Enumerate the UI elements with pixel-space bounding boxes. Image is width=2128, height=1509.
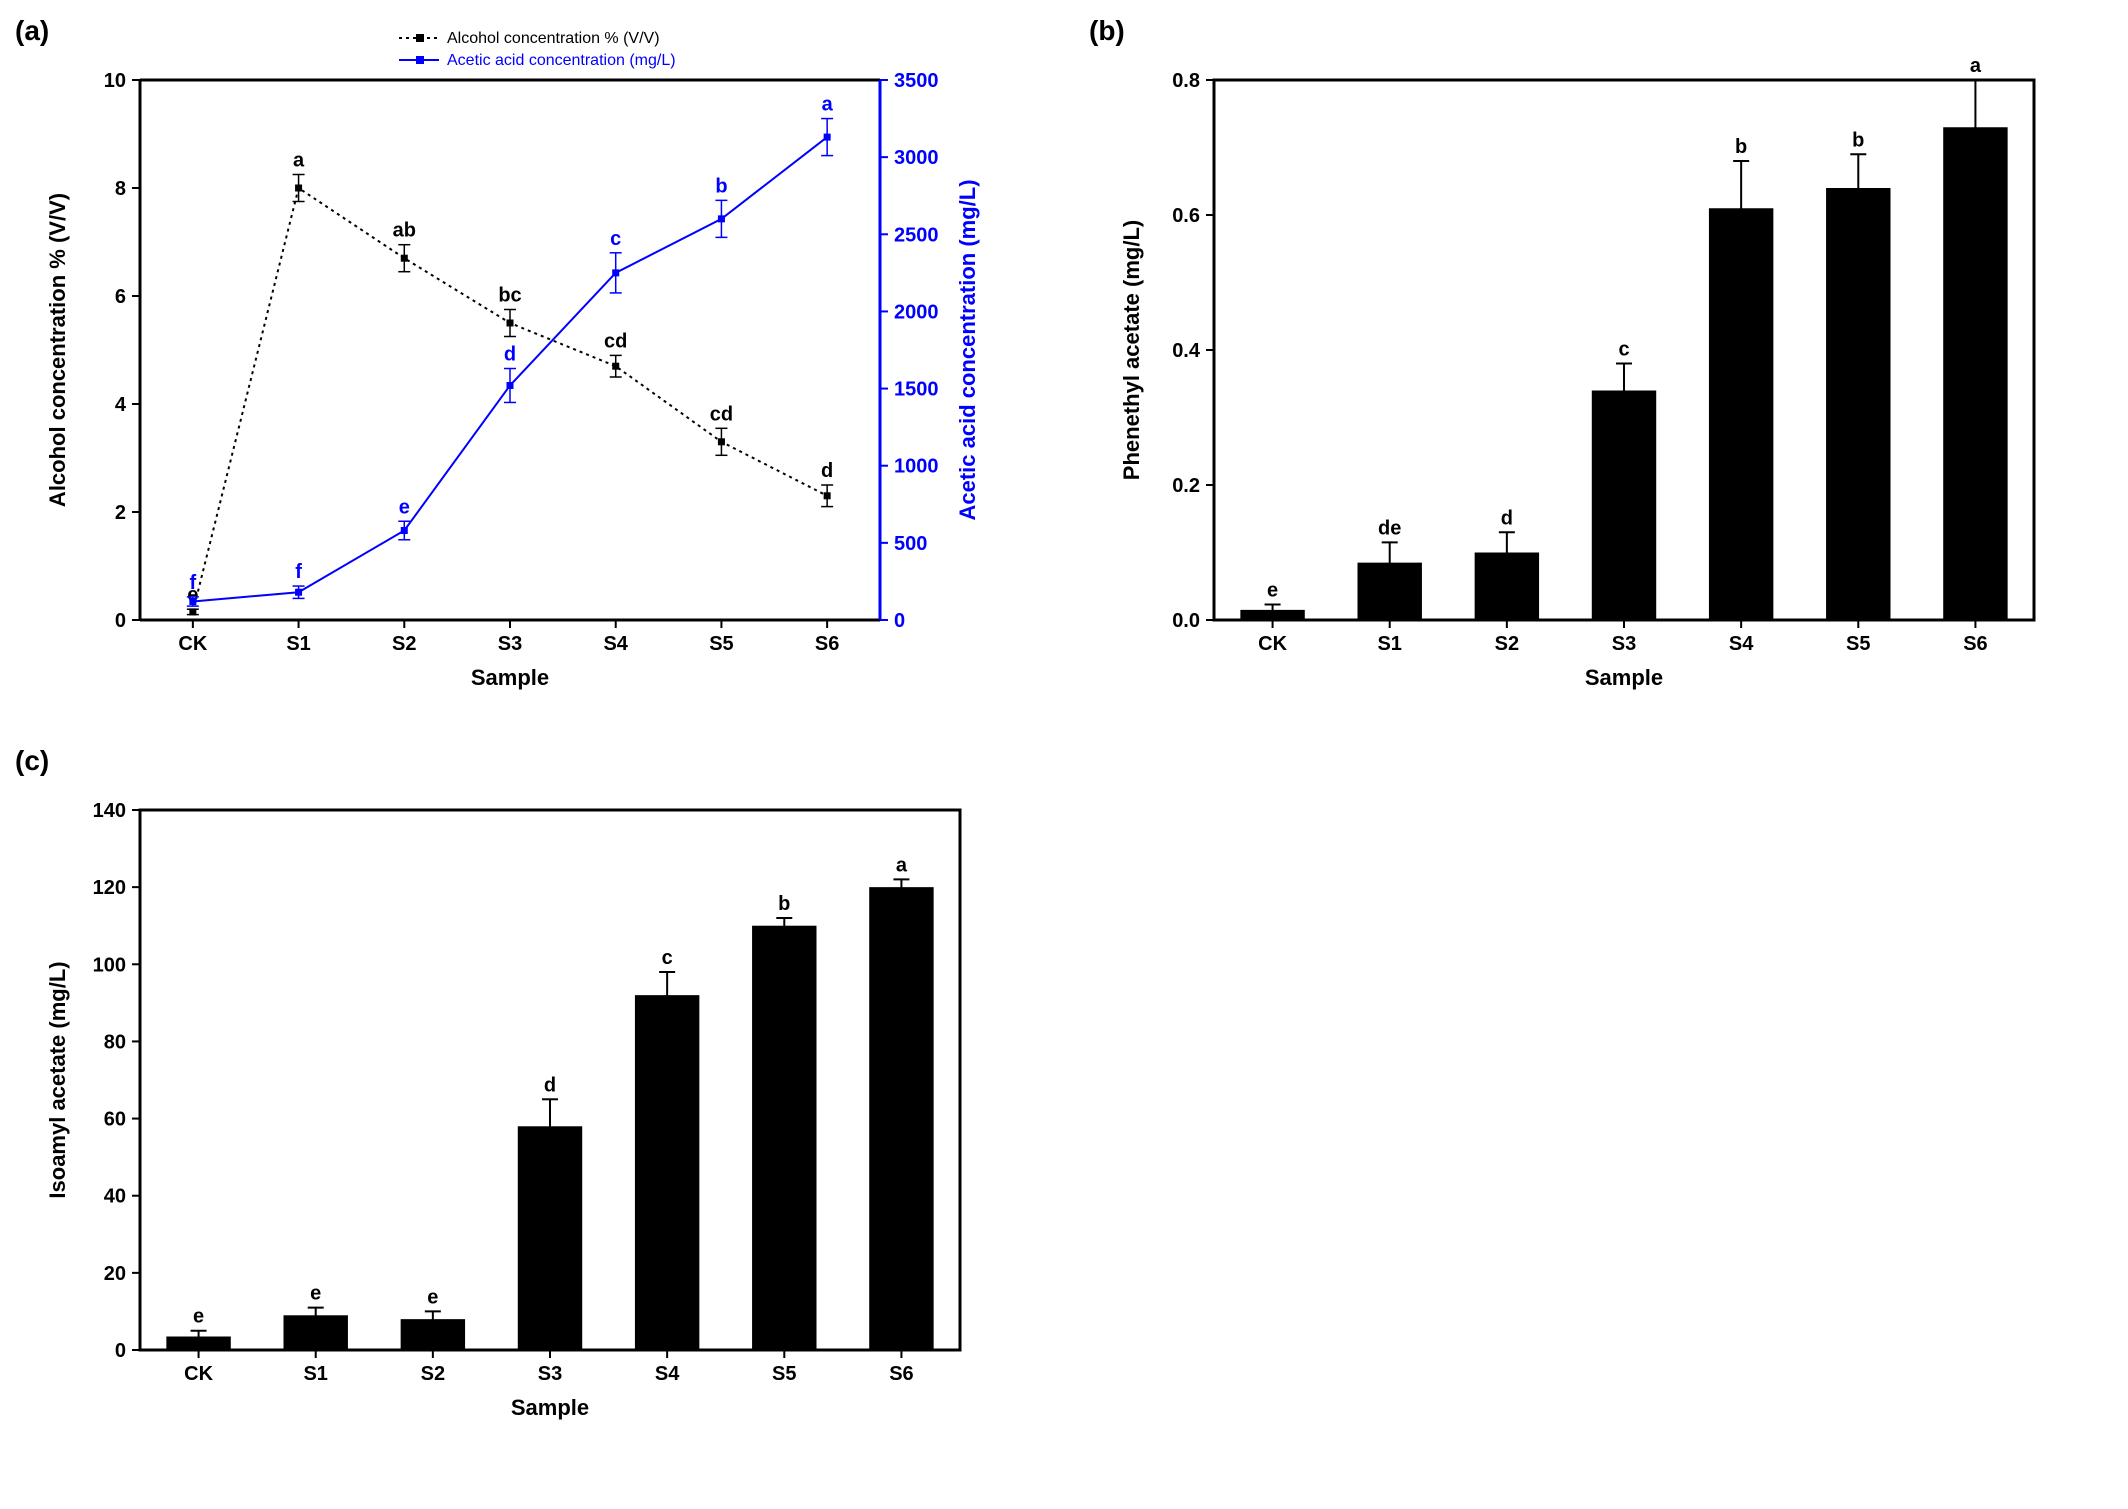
svg-text:S6: S6 (815, 633, 839, 655)
svg-text:60: 60 (104, 1109, 126, 1131)
svg-text:ab: ab (393, 220, 416, 242)
svg-text:0.6: 0.6 (1172, 205, 1200, 227)
svg-text:0.4: 0.4 (1172, 340, 1201, 362)
svg-text:c: c (662, 947, 673, 969)
svg-text:2000: 2000 (894, 301, 939, 323)
svg-text:S3: S3 (538, 1363, 562, 1385)
svg-text:2500: 2500 (894, 224, 939, 246)
svg-text:S5: S5 (772, 1363, 796, 1385)
svg-text:40: 40 (104, 1186, 126, 1208)
figure: (a) 02468100500100015002000250030003500C… (20, 20, 2108, 1450)
svg-text:Sample: Sample (471, 665, 549, 690)
svg-text:c: c (610, 228, 621, 250)
svg-text:20: 20 (104, 1263, 126, 1285)
svg-text:10: 10 (104, 70, 126, 92)
svg-text:0: 0 (115, 1340, 126, 1362)
svg-text:e: e (193, 1306, 204, 1328)
svg-text:e: e (310, 1283, 321, 1305)
panel-a-label: (a) (15, 15, 49, 47)
svg-text:0.8: 0.8 (1172, 70, 1200, 92)
svg-text:3500: 3500 (894, 70, 939, 92)
svg-text:a: a (1970, 55, 1982, 77)
svg-text:e: e (399, 496, 410, 518)
svg-text:CK: CK (1258, 633, 1287, 655)
svg-text:d: d (821, 460, 833, 482)
svg-text:S6: S6 (889, 1363, 913, 1385)
svg-text:S1: S1 (303, 1363, 327, 1385)
svg-text:e: e (1267, 579, 1278, 601)
svg-text:8: 8 (115, 178, 126, 200)
svg-text:2: 2 (115, 502, 126, 524)
panel-c-label: (c) (15, 745, 49, 777)
svg-text:bc: bc (498, 285, 521, 307)
svg-text:Acetic acid concentration (mg/: Acetic acid concentration (mg/L) (447, 52, 676, 69)
svg-text:4: 4 (115, 394, 127, 416)
svg-text:b: b (1735, 136, 1747, 158)
svg-text:cd: cd (710, 403, 733, 425)
svg-text:a: a (896, 854, 908, 876)
svg-text:b: b (778, 893, 790, 915)
svg-text:S4: S4 (1729, 633, 1754, 655)
panel-c: (c) 020406080100120140eCKeS1eS2dS3cS4bS5… (20, 750, 1034, 1450)
svg-text:S3: S3 (498, 633, 522, 655)
svg-text:c: c (1618, 339, 1629, 361)
svg-text:Phenethyl acetate (mg/L): Phenethyl acetate (mg/L) (1119, 220, 1144, 480)
svg-text:0: 0 (894, 610, 905, 632)
svg-text:a: a (822, 94, 834, 116)
svg-text:Sample: Sample (511, 1395, 589, 1420)
svg-text:a: a (293, 150, 305, 172)
svg-text:f: f (190, 572, 197, 594)
svg-text:Acetic acid concentration (mg/: Acetic acid concentration (mg/L) (955, 179, 980, 520)
svg-text:80: 80 (104, 1031, 126, 1053)
svg-text:120: 120 (93, 877, 126, 899)
svg-text:S2: S2 (1495, 633, 1519, 655)
svg-text:d: d (544, 1074, 556, 1096)
chart-a: 0 2 4 6 8 10 0 500 1000 1500 2000 2500 3000 3500 CK S1 S… (20, 20, 1000, 720)
svg-text:d: d (504, 344, 516, 366)
svg-text:CK: CK (178, 633, 207, 655)
svg-text:1000: 1000 (894, 456, 939, 478)
svg-text:140: 140 (93, 800, 126, 822)
panel-b-label: (b) (1089, 15, 1125, 47)
svg-text:3000: 3000 (894, 147, 939, 169)
svg-text:S3: S3 (1612, 633, 1636, 655)
panel-b: (b) 0.00.20.40.60.8eCKdeS1dS2cS3bS4bS5aS… (1094, 20, 2108, 720)
svg-text:S2: S2 (392, 633, 416, 655)
svg-text:S5: S5 (1846, 633, 1870, 655)
svg-text:Sample: Sample (1585, 665, 1663, 690)
chart-c: 0 20 40 60 80 100 120 140 e CK e S1 e S2 d S3 c S4 b S5 a S6 S… (20, 750, 1000, 1450)
svg-text:Alcohol concentration % (V/V): Alcohol concentration % (V/V) (45, 193, 70, 507)
svg-text:f: f (295, 561, 302, 583)
svg-text:e: e (427, 1286, 438, 1308)
svg-text:cd: cd (604, 330, 627, 352)
svg-text:b: b (715, 175, 727, 197)
svg-text:0.0: 0.0 (1172, 610, 1200, 632)
svg-text:d: d (1501, 507, 1513, 529)
svg-text:0: 0 (115, 610, 126, 632)
svg-text:de: de (1378, 517, 1401, 539)
svg-text:1500: 1500 (894, 379, 939, 401)
svg-text:b: b (1852, 129, 1864, 151)
svg-text:6: 6 (115, 286, 126, 308)
chart-b: 0.0 0.2 0.4 0.6 0.8 e CK de S1 d S2 c S3 b S4 b S5 a S6 Sam… (1094, 20, 2074, 720)
svg-text:S1: S1 (1377, 633, 1401, 655)
svg-text:Isoamyl acetate (mg/L): Isoamyl acetate (mg/L) (45, 961, 70, 1198)
svg-text:0.2: 0.2 (1172, 475, 1200, 497)
svg-text:S5: S5 (709, 633, 733, 655)
svg-text:S1: S1 (286, 633, 310, 655)
svg-text:S4: S4 (603, 633, 628, 655)
svg-text:CK: CK (184, 1363, 213, 1385)
svg-text:100: 100 (93, 954, 126, 976)
svg-text:Alcohol concentration % (V/V): Alcohol concentration % (V/V) (447, 30, 660, 47)
panel-a: (a) 02468100500100015002000250030003500C… (20, 20, 1034, 720)
svg-text:500: 500 (894, 533, 927, 555)
svg-text:S6: S6 (1963, 633, 1987, 655)
svg-text:S2: S2 (421, 1363, 445, 1385)
svg-text:S4: S4 (655, 1363, 680, 1385)
